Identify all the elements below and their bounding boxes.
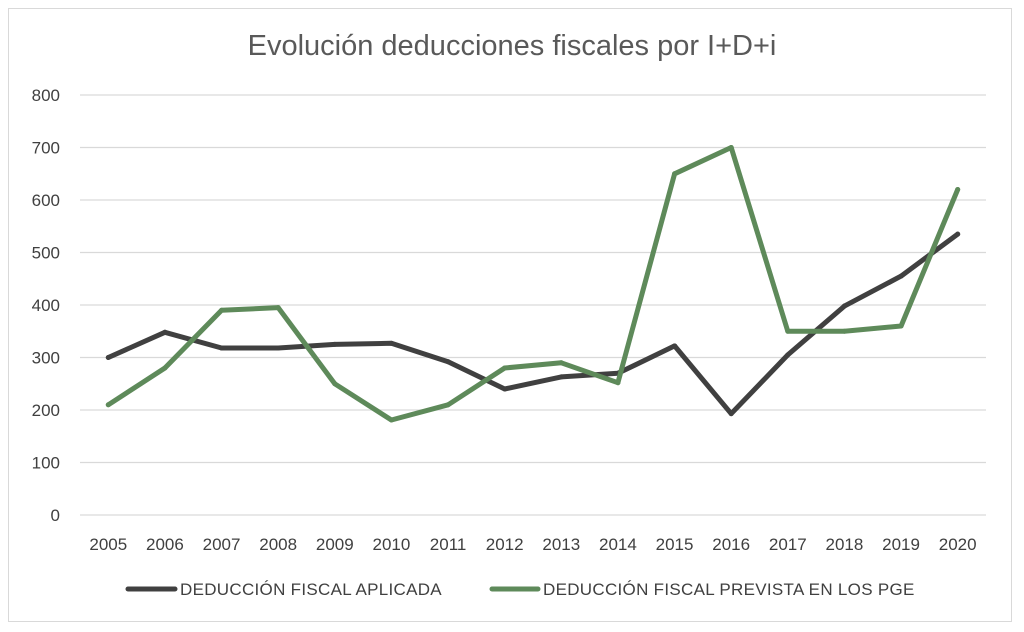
data-point: [502, 386, 508, 392]
data-point: [332, 341, 338, 347]
data-point: [615, 380, 621, 386]
x-tick-label: 2020: [939, 535, 977, 554]
data-point: [388, 417, 394, 423]
y-axis-ticks: 0 100 200 300 400 500 600 700 800: [32, 86, 60, 525]
data-point: [332, 381, 338, 387]
gridlines: [80, 94, 986, 516]
legend-label-2: DEDUCCIÓN FISCAL PREVISTA EN LOS PGE: [543, 580, 915, 599]
data-point: [672, 343, 678, 349]
data-point: [728, 145, 734, 150]
series-line-2: [105, 145, 961, 423]
x-tick-label: 2018: [826, 535, 864, 554]
data-point: [558, 374, 564, 380]
data-point: [672, 171, 678, 177]
y-tick-label: 200: [32, 401, 60, 420]
data-point: [162, 365, 168, 371]
y-tick-label: 0: [51, 506, 60, 525]
data-point: [388, 340, 394, 346]
data-point: [105, 355, 111, 360]
data-point: [219, 307, 225, 313]
x-tick-label: 2010: [373, 535, 411, 554]
data-point: [445, 402, 451, 408]
x-axis-ticks: 2005 2006 2007 2008 2009 2010 2011 2012 2013 2014…: [89, 535, 976, 554]
x-tick-label: 2007: [203, 535, 241, 554]
y-tick-label: 500: [32, 244, 60, 263]
data-point: [162, 329, 168, 335]
x-tick-label: 2014: [599, 535, 637, 554]
data-point: [275, 305, 281, 311]
y-tick-label: 600: [32, 191, 60, 210]
data-point: [785, 328, 791, 334]
data-point: [445, 359, 451, 365]
series-line-1: [105, 231, 961, 417]
y-tick-label: 100: [32, 454, 60, 473]
legend-label-1: DEDUCCIÓN FISCAL APLICADA: [180, 580, 442, 599]
x-tick-label: 2012: [486, 535, 524, 554]
legend: DEDUCCIÓN FISCAL APLICADA DEDUCCIÓN FISCA…: [125, 580, 915, 599]
data-point: [219, 345, 225, 351]
y-tick-label: 400: [32, 296, 60, 315]
y-tick-label: 700: [32, 139, 60, 158]
data-point: [841, 328, 847, 334]
x-tick-label: 2011: [430, 535, 467, 554]
x-tick-label: 2006: [146, 535, 184, 554]
chart-title: Evolución deducciones fiscales por I+D+i: [248, 30, 777, 62]
data-point: [898, 273, 904, 279]
x-tick-label: 2017: [769, 535, 807, 554]
chart-frame: [8, 8, 1012, 622]
x-tick-label: 2015: [656, 535, 694, 554]
data-point: [728, 411, 734, 417]
y-tick-label: 800: [32, 86, 60, 105]
x-tick-label: 2008: [259, 535, 297, 554]
series-lines: [105, 145, 961, 423]
x-tick-label: 2016: [712, 535, 750, 554]
x-tick-label: 2009: [316, 535, 354, 554]
data-point: [502, 365, 508, 371]
data-point: [105, 402, 111, 408]
data-point: [955, 187, 961, 192]
data-point: [841, 303, 847, 309]
x-tick-label: 2019: [882, 535, 920, 554]
data-point: [955, 231, 961, 237]
data-point: [785, 352, 791, 358]
data-point: [558, 360, 564, 366]
data-point: [898, 323, 904, 329]
x-tick-label: 2005: [89, 535, 127, 554]
data-point: [275, 345, 281, 351]
y-tick-label: 300: [32, 349, 60, 368]
x-tick-label: 2013: [542, 535, 580, 554]
